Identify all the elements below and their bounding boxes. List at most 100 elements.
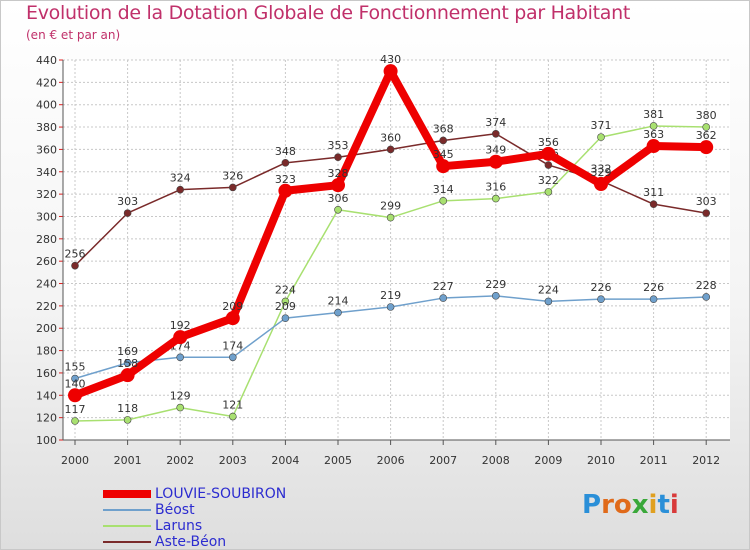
data-point-louvie-soubiron <box>699 140 714 155</box>
data-point-laruns <box>491 194 500 203</box>
data-point-laruns <box>334 205 342 214</box>
y-tick-label: 240 <box>36 278 57 291</box>
data-point-aste-b-on <box>649 200 658 208</box>
y-tick-label: 120 <box>36 412 57 425</box>
data-point-laruns <box>123 416 132 424</box>
data-label-b-ost: 228 <box>696 279 717 292</box>
data-label-louvie-soubiron: 209 <box>222 300 243 313</box>
data-label-laruns: 371 <box>591 119 612 132</box>
y-tick-label: 280 <box>36 233 57 246</box>
data-label-louvie-soubiron: 363 <box>643 128 664 141</box>
data-label-aste-b-on: 256 <box>65 248 86 261</box>
data-label-b-ost: 224 <box>538 283 559 296</box>
data-point-b-ost <box>334 308 342 317</box>
data-label-b-ost: 155 <box>65 361 86 374</box>
y-tick-label: 260 <box>36 255 57 268</box>
chart-subtitle: (en € et par an) <box>26 28 121 42</box>
x-tick-label: 2012 <box>692 454 720 467</box>
data-label-aste-b-on: 303 <box>696 195 717 208</box>
data-label-b-ost: 227 <box>433 280 454 293</box>
legend-label: LOUVIE-SOUBIRON <box>155 486 287 502</box>
x-tick-label: 2005 <box>324 454 352 467</box>
chart-title: Evolution de la Dotation Globale de Fonc… <box>26 2 631 24</box>
data-point-aste-b-on <box>702 209 711 217</box>
data-label-laruns: 299 <box>380 200 401 213</box>
data-point-laruns <box>439 197 448 205</box>
data-label-aste-b-on: 311 <box>643 186 664 199</box>
legend-label: Aste-Béon <box>155 534 227 550</box>
data-label-laruns: 322 <box>538 174 559 187</box>
logo-letter: x <box>631 490 649 520</box>
y-tick-label: 220 <box>36 300 57 313</box>
data-point-laruns <box>702 123 711 131</box>
x-tick-label: 2001 <box>114 454 142 467</box>
logo-letter: i <box>669 490 679 520</box>
data-label-laruns: 117 <box>65 403 86 416</box>
x-tick-label: 2004 <box>271 454 299 467</box>
data-label-laruns: 316 <box>485 181 506 194</box>
data-point-b-ost <box>176 353 184 362</box>
data-point-b-ost <box>123 359 132 367</box>
data-label-louvie-soubiron: 323 <box>275 173 296 186</box>
data-point-b-ost <box>386 303 395 311</box>
data-label-b-ost: 226 <box>591 281 612 294</box>
data-label-b-ost: 174 <box>222 339 243 352</box>
data-label-louvie-soubiron: 356 <box>538 136 559 149</box>
data-label-b-ost: 229 <box>485 278 506 291</box>
logo-letter: P <box>582 490 602 520</box>
y-tick-label: 200 <box>36 322 57 335</box>
data-point-louvie-soubiron <box>436 159 451 174</box>
data-label-aste-b-on: 360 <box>380 131 401 144</box>
legend-label: Laruns <box>155 518 203 534</box>
data-point-laruns <box>71 417 79 425</box>
y-tick-label: 380 <box>36 121 57 134</box>
data-point-louvie-soubiron <box>225 311 240 326</box>
data-label-louvie-soubiron: 328 <box>328 167 349 180</box>
y-tick-label: 360 <box>36 143 57 156</box>
legend-swatch <box>103 509 151 511</box>
y-tick-label: 160 <box>36 367 57 380</box>
y-tick-label: 140 <box>36 389 57 402</box>
logo-letter: o <box>613 490 632 520</box>
y-tick-label: 300 <box>36 210 57 223</box>
y-tick-label: 400 <box>36 99 57 112</box>
data-label-louvie-soubiron: 430 <box>380 53 401 66</box>
data-label-aste-b-on: 303 <box>117 195 138 208</box>
data-label-laruns: 314 <box>433 183 454 196</box>
legend-swatch <box>103 541 151 543</box>
data-point-laruns <box>229 412 237 421</box>
data-point-laruns <box>281 297 290 306</box>
x-tick-label: 2002 <box>166 454 194 467</box>
data-label-aste-b-on: 374 <box>485 116 506 129</box>
data-point-b-ost <box>229 353 237 362</box>
data-point-louvie-soubiron <box>278 183 293 198</box>
data-point-louvie-soubiron <box>646 139 661 154</box>
data-label-louvie-soubiron: 329 <box>591 166 612 179</box>
data-point-louvie-soubiron <box>173 330 188 345</box>
x-tick-label: 2008 <box>482 454 510 467</box>
data-label-louvie-soubiron: 362 <box>696 129 717 142</box>
data-point-laruns <box>597 133 605 141</box>
logo-letter: r <box>601 490 614 520</box>
data-point-louvie-soubiron <box>331 178 345 193</box>
data-label-louvie-soubiron: 158 <box>117 357 138 370</box>
y-tick-label: 440 <box>36 54 57 67</box>
data-point-aste-b-on <box>491 129 500 138</box>
legend-label: Béost <box>155 502 195 518</box>
y-tick-label: 100 <box>36 434 57 447</box>
data-point-aste-b-on <box>386 145 395 154</box>
data-label-aste-b-on: 324 <box>170 172 191 185</box>
data-label-laruns: 121 <box>222 399 243 412</box>
data-label-laruns: 118 <box>117 402 138 415</box>
legend-swatch <box>103 525 151 527</box>
data-point-b-ost <box>281 314 290 322</box>
logo-letter: i <box>648 490 658 520</box>
y-tick-label: 340 <box>36 166 57 179</box>
data-point-louvie-soubiron <box>594 177 608 192</box>
data-label-laruns: 224 <box>275 283 296 296</box>
y-tick-label: 180 <box>36 345 57 358</box>
data-label-aste-b-on: 353 <box>328 139 349 152</box>
data-point-aste-b-on <box>176 185 184 194</box>
data-point-aste-b-on <box>334 153 342 162</box>
